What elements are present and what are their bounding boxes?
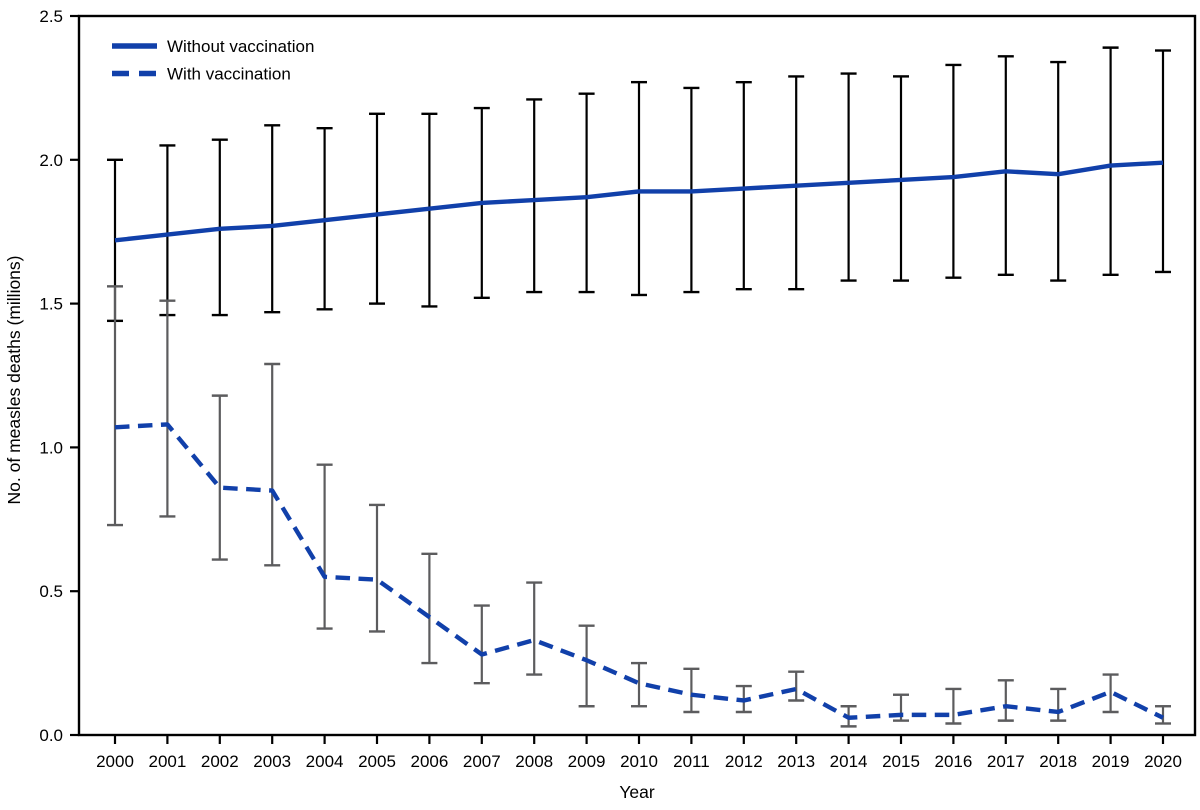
x-tick-label: 2007 [463,752,501,771]
legend-label: Without vaccination [167,37,314,56]
x-tick-label: 2011 [673,752,710,771]
y-tick-label: 2.5 [39,7,63,26]
series-lines-layer [114,160,1164,720]
with-vaccination-line [114,422,1164,720]
plot-frame [77,14,1197,737]
y-tick-label: 2.0 [39,151,63,170]
x-tick-label: 2017 [987,752,1025,771]
x-tick-label: 2015 [882,752,920,771]
without-vaccination-line [114,160,1164,243]
x-tick-label: 2000 [96,752,134,771]
legend-label: With vaccination [167,65,291,84]
x-tick-label: 2018 [1039,752,1077,771]
x-tick-label: 2012 [725,752,763,771]
x-tick-label: 2010 [620,752,658,771]
x-tick-label: 2009 [568,752,606,771]
x-tick-label: 2008 [515,752,553,771]
y-axis-title: No. of measles deaths (millions) [4,256,24,505]
x-tick-label: 2016 [934,752,972,771]
x-tick-label: 2006 [410,752,448,771]
x-tick-label: 2002 [201,752,239,771]
plot-frame-layer: 0.0 0.5 1.0 1.5 2.0 2.5 2000 2001 2002 2003 2004 20… [39,7,1197,771]
x-tick-label: 2020 [1144,752,1182,771]
y-tick-label: 1.5 [39,295,63,314]
y-tick-label: 0.0 [39,726,63,745]
x-axis-title: Year [619,782,655,802]
x-tick-label: 2003 [253,752,291,771]
x-tick-label: 2013 [777,752,815,771]
y-tick-label: 1.0 [39,438,63,457]
error-bars-layer [107,46,1171,728]
x-tick-label: 2001 [148,752,186,771]
x-tick-label: 2005 [358,752,396,771]
legend: Without vaccination With vaccination [112,37,314,84]
x-tick-label: 2004 [306,752,344,771]
x-tick-label: 2019 [1092,752,1130,771]
x-tick-label: 2014 [830,752,868,771]
y-tick-label: 0.5 [39,582,63,601]
